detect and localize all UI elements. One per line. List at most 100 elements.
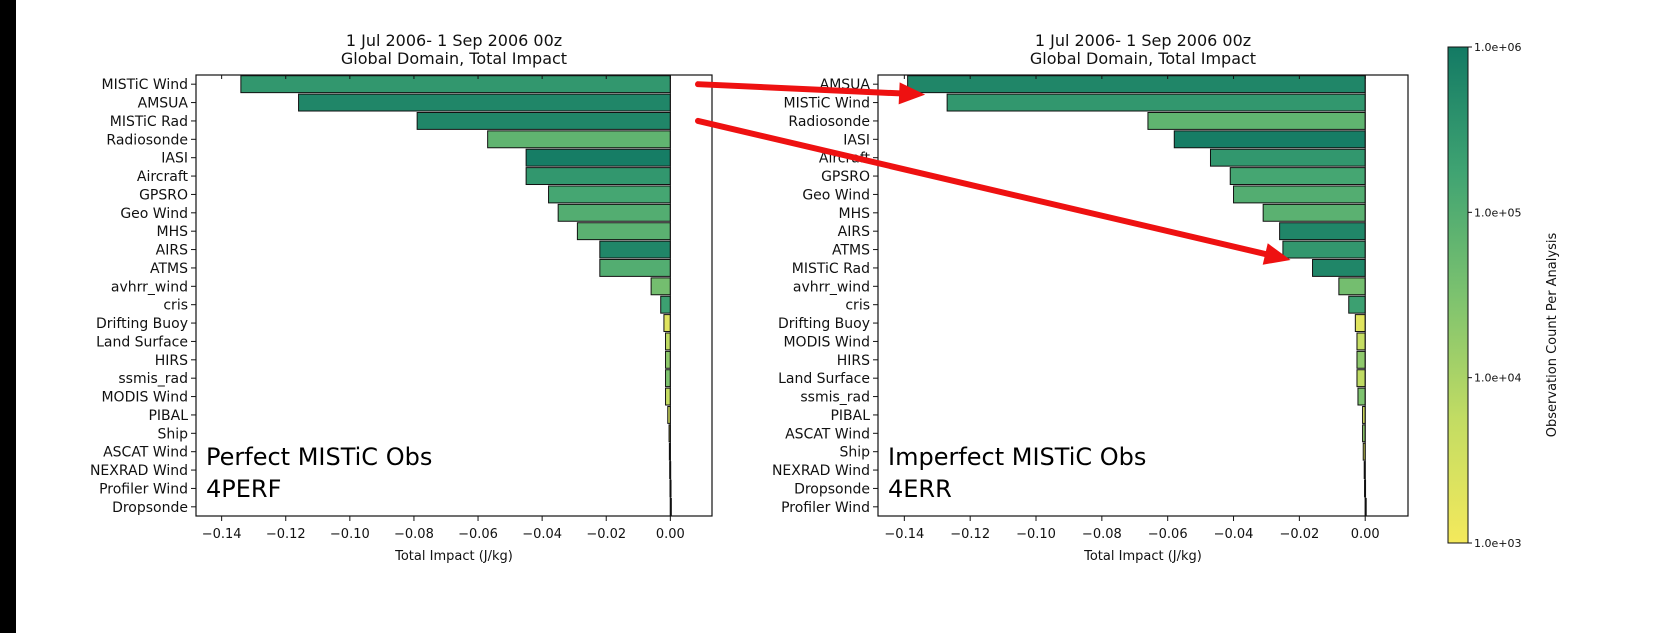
y-tick-label-mhs: MHS xyxy=(839,206,871,222)
colorbar-tick-label: 1.0e+03 xyxy=(1474,537,1521,550)
arrow-mistic-wind xyxy=(695,81,926,105)
colorbar-gradient xyxy=(1447,46,1469,544)
bar-aircraft xyxy=(1209,148,1366,167)
chart-title: 1 Jul 2006- 1 Sep 2006 00z xyxy=(1035,31,1251,50)
bar-drifting-buoy xyxy=(663,314,671,333)
y-tick-label-aircraft: Aircraft xyxy=(137,169,189,185)
bar-modis-wind xyxy=(1356,332,1366,351)
arrow-shaft xyxy=(695,81,907,97)
y-tick-label-mhs: MHS xyxy=(157,224,189,240)
bar-mhs xyxy=(1262,203,1366,222)
bar-avhrr-wind xyxy=(650,277,671,296)
y-tick-label-geo-wind: Geo Wind xyxy=(802,187,870,203)
y-tick-label-modis-wind: MODIS Wind xyxy=(101,390,188,406)
y-tick-label-airs: AIRS xyxy=(156,243,188,259)
figure-canvas: 1 Jul 2006- 1 Sep 2006 00z Global Domain,… xyxy=(16,0,1659,633)
arrow-shaft xyxy=(695,117,1273,258)
panel-annotation-code: 4ERR xyxy=(888,475,952,503)
y-tick-label-ssmis-rad: ssmis_rad xyxy=(800,390,870,406)
x-tick-label: −0.02 xyxy=(1279,527,1319,542)
x-tick-label: −0.08 xyxy=(394,527,434,542)
y-tick-label-mistic-wind: MISTiC Wind xyxy=(101,77,188,93)
bar-aircraft xyxy=(525,167,671,186)
panel-annotation-code: 4PERF xyxy=(206,475,281,503)
comparison-arrows xyxy=(695,81,1291,265)
y-tick-label-cris: cris xyxy=(845,298,870,314)
x-axis-label: Total Impact (J/kg) xyxy=(1083,549,1202,564)
y-tick-label-radiosonde: Radiosonde xyxy=(106,132,188,148)
y-tick-label-atms: ATMS xyxy=(150,261,188,277)
bar-cris xyxy=(1348,295,1366,314)
panel-annotation-title: Imperfect MISTiC Obs xyxy=(888,443,1146,471)
bar-land-surface xyxy=(1356,369,1366,388)
bar-gpsro xyxy=(548,185,671,204)
x-tick-label: 0.00 xyxy=(656,527,685,542)
bar-gpsro xyxy=(1229,167,1366,186)
y-tick-label-nexrad-wind: NEXRAD Wind xyxy=(90,463,188,479)
y-tick-label-dropsonde: Dropsonde xyxy=(794,481,870,497)
y-tick-label-avhrr-wind: avhrr_wind xyxy=(111,279,188,295)
y-tick-label-dropsonde: Dropsonde xyxy=(112,500,188,516)
y-tick-label-ascat-wind: ASCAT Wind xyxy=(103,445,188,461)
bar-iasi xyxy=(525,148,671,167)
bar-modis-wind xyxy=(665,387,671,406)
y-tick-label-ascat-wind: ASCAT Wind xyxy=(785,426,870,442)
colorbar-tick-label: 1.0e+04 xyxy=(1474,372,1521,385)
x-tick-label: −0.10 xyxy=(1016,527,1056,542)
colorbar-label: Observation Count Per Analysis xyxy=(1545,233,1560,438)
bar-radiosonde xyxy=(1147,111,1366,130)
y-tick-label-drifting-buoy: Drifting Buoy xyxy=(96,316,188,332)
x-tick-label: −0.12 xyxy=(950,527,990,542)
y-tick-label-mistic-wind: MISTiC Wind xyxy=(783,96,870,112)
y-tick-label-mistic-rad: MISTiC Rad xyxy=(110,114,188,130)
chart-subtitle: Global Domain, Total Impact xyxy=(341,49,567,68)
y-tick-label-pibal: PIBAL xyxy=(830,408,870,424)
x-tick-label: −0.14 xyxy=(202,527,242,542)
arrow-mistic-rad xyxy=(695,117,1291,265)
bar-atms xyxy=(599,258,671,277)
y-tick-label-hirs: HIRS xyxy=(155,353,188,369)
bar-drifting-buoy xyxy=(1354,314,1366,333)
chart-subtitle: Global Domain, Total Impact xyxy=(1030,49,1256,68)
y-tick-label-geo-wind: Geo Wind xyxy=(120,206,188,222)
y-tick-label-cris: cris xyxy=(163,298,188,314)
y-tick-label-land-surface: Land Surface xyxy=(778,371,870,387)
y-tick-label-iasi: IASI xyxy=(161,151,188,167)
arrow-head xyxy=(898,82,926,105)
bar-radiosonde xyxy=(487,130,671,149)
plot-frame xyxy=(195,74,713,517)
y-tick-label-atms: ATMS xyxy=(832,243,870,259)
y-tick-label-avhrr-wind: avhrr_wind xyxy=(793,279,870,295)
bar-hirs xyxy=(1356,350,1366,369)
bar-ssmis-rad xyxy=(1357,387,1366,406)
x-tick-label: −0.12 xyxy=(266,527,306,542)
chart-title: 1 Jul 2006- 1 Sep 2006 00z xyxy=(346,31,562,50)
y-tick-label-iasi: IASI xyxy=(843,132,870,148)
x-tick-label: −0.06 xyxy=(1148,527,1188,542)
y-tick-label-land-surface: Land Surface xyxy=(96,334,188,350)
y-tick-label-radiosonde: Radiosonde xyxy=(788,114,870,130)
bar-ssmis-rad xyxy=(665,369,671,388)
y-tick-label-amsua: AMSUA xyxy=(138,96,189,112)
bar-mistic-rad xyxy=(416,111,671,130)
bar-mistic-wind xyxy=(946,93,1366,112)
y-tick-label-drifting-buoy: Drifting Buoy xyxy=(778,316,870,332)
bar-land-surface xyxy=(665,332,671,351)
x-axis-label: Total Impact (J/kg) xyxy=(394,549,513,564)
bar-cris xyxy=(660,295,671,314)
bar-mistic-rad xyxy=(1312,258,1366,277)
y-tick-label-profiler-wind: Profiler Wind xyxy=(781,500,870,516)
bar-iasi xyxy=(1173,130,1366,149)
y-tick-label-nexrad-wind: NEXRAD Wind xyxy=(772,463,870,479)
y-tick-label-mistic-rad: MISTiC Rad xyxy=(792,261,870,277)
x-tick-label: −0.14 xyxy=(884,527,924,542)
y-tick-label-pibal: PIBAL xyxy=(148,408,188,424)
y-tick-label-gpsro: GPSRO xyxy=(139,187,188,203)
x-tick-label: −0.08 xyxy=(1082,527,1122,542)
x-tick-label: −0.04 xyxy=(522,527,562,542)
y-tick-label-profiler-wind: Profiler Wind xyxy=(99,481,188,497)
y-tick-label-ship: Ship xyxy=(839,445,870,461)
bar-geo-wind xyxy=(1233,185,1366,204)
